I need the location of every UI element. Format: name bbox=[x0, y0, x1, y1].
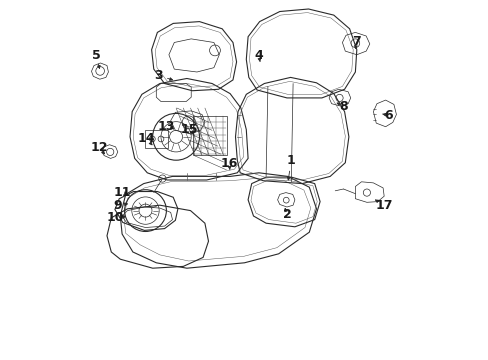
Text: 8: 8 bbox=[339, 100, 347, 113]
Text: 17: 17 bbox=[375, 199, 392, 212]
Text: 15: 15 bbox=[181, 123, 198, 136]
Text: 9: 9 bbox=[113, 199, 122, 212]
Text: 5: 5 bbox=[92, 49, 101, 62]
Text: 13: 13 bbox=[157, 120, 174, 132]
Text: 6: 6 bbox=[384, 109, 392, 122]
Text: 4: 4 bbox=[254, 49, 263, 62]
Text: 14: 14 bbox=[138, 132, 155, 145]
Text: 7: 7 bbox=[351, 35, 360, 48]
Text: 11: 11 bbox=[113, 186, 131, 199]
Text: 2: 2 bbox=[282, 208, 291, 221]
Bar bbox=[192, 116, 226, 155]
Text: 10: 10 bbox=[106, 211, 123, 224]
Text: 16: 16 bbox=[220, 157, 238, 170]
Bar bbox=[145, 130, 167, 148]
Text: 3: 3 bbox=[154, 69, 163, 82]
Text: 12: 12 bbox=[90, 141, 107, 154]
Text: 1: 1 bbox=[286, 154, 295, 167]
